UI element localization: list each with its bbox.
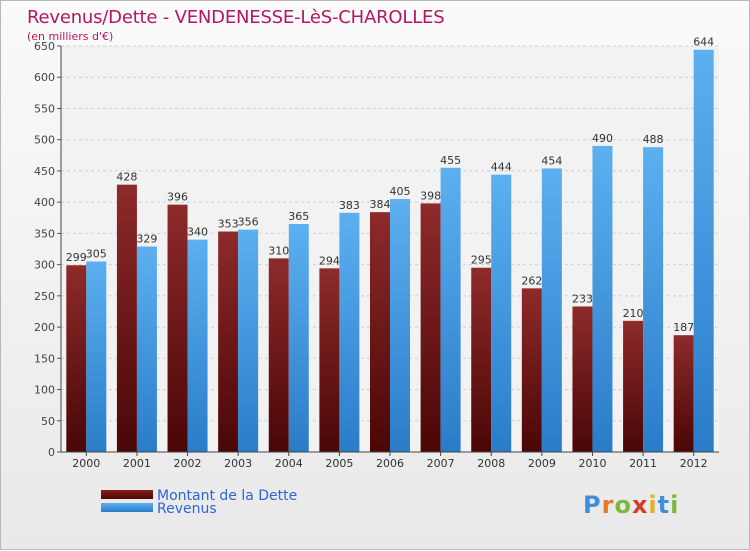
- bar-revenus: [136, 246, 157, 452]
- bar-revenus: [541, 168, 562, 452]
- y-tick-label: 150: [34, 352, 55, 365]
- data-label-revenus: 383: [339, 199, 360, 212]
- bar-dette: [218, 231, 239, 452]
- y-tick-label: 500: [34, 134, 55, 147]
- proxiti-logo: Proxiti: [583, 491, 680, 519]
- x-tick-label: 2001: [123, 457, 151, 470]
- data-label-revenus: 340: [187, 226, 208, 239]
- data-label-revenus: 488: [643, 133, 664, 146]
- x-tick-label: 2009: [528, 457, 556, 470]
- y-tick-label: 200: [34, 321, 55, 334]
- data-label-revenus: 444: [491, 161, 512, 174]
- data-label-dette: 353: [218, 218, 239, 231]
- y-tick-label: 0: [48, 446, 55, 459]
- data-label-dette: 210: [623, 307, 644, 320]
- bar-revenus: [238, 229, 259, 452]
- data-label-dette: 428: [116, 171, 137, 184]
- y-tick-label: 650: [34, 40, 55, 53]
- bar-revenus: [592, 145, 613, 452]
- y-tick-label: 550: [34, 102, 55, 115]
- data-label-dette: 294: [319, 254, 340, 267]
- y-tick-label: 400: [34, 196, 55, 209]
- data-label-revenus: 455: [440, 154, 461, 167]
- bar-revenus: [440, 167, 461, 453]
- bar-dette: [673, 335, 694, 452]
- bar-dette: [116, 184, 137, 452]
- bar-dette: [572, 306, 593, 452]
- bars: [66, 49, 714, 453]
- y-tick-label: 250: [34, 290, 55, 303]
- y-tick-label: 350: [34, 227, 55, 240]
- legend-swatch-dette: [101, 490, 153, 499]
- x-tick-label: 2005: [325, 457, 353, 470]
- x-tick-label: 2006: [376, 457, 404, 470]
- data-label-revenus: 305: [86, 247, 107, 260]
- y-tick-label: 450: [34, 165, 55, 178]
- data-label-dette: 396: [167, 191, 188, 204]
- bar-dette: [319, 268, 340, 452]
- data-label-revenus: 356: [238, 216, 259, 229]
- y-tick-label: 600: [34, 71, 55, 84]
- data-label-dette: 262: [521, 274, 542, 287]
- bar-dette: [370, 212, 390, 452]
- data-label-dette: 398: [420, 189, 441, 202]
- bar-revenus: [86, 261, 107, 452]
- bar-dette: [66, 265, 87, 452]
- bar-revenus: [339, 212, 360, 452]
- data-label-dette: 310: [268, 244, 289, 257]
- x-tick-label: 2007: [427, 457, 455, 470]
- bar-revenus: [693, 49, 714, 453]
- data-label-revenus: 644: [693, 36, 714, 49]
- chart-subtitle: (en milliers d'€): [27, 30, 114, 43]
- bar-revenus: [643, 147, 664, 453]
- data-label-revenus: 365: [288, 210, 309, 223]
- data-label-dette: 384: [370, 198, 391, 211]
- bar-revenus: [390, 199, 410, 452]
- data-label-dette: 187: [673, 321, 694, 334]
- data-label-revenus: 329: [136, 233, 157, 246]
- x-tick-label: 2012: [680, 457, 708, 470]
- chart-title: Revenus/Dette - VENDENESSE-LèS-CHAROLLES: [27, 7, 445, 28]
- axes: 0 50 100 150 200 250 300 350 400 450 500 550 600 650 2…: [34, 40, 719, 470]
- bar-dette: [420, 203, 441, 452]
- y-tick-label: 100: [34, 384, 55, 397]
- legend-label-revenus: Revenus: [157, 501, 217, 517]
- data-label-revenus: 405: [390, 185, 411, 198]
- data-label-dette: 233: [572, 292, 593, 305]
- x-tick-label: 2000: [72, 457, 100, 470]
- x-tick-label: 2010: [578, 457, 606, 470]
- bar-dette: [623, 320, 644, 452]
- x-tick-label: 2008: [477, 457, 505, 470]
- bar-revenus: [288, 224, 309, 452]
- y-tick-label: 300: [34, 259, 55, 272]
- bar-dette: [471, 267, 492, 452]
- data-label-dette: 299: [66, 251, 87, 264]
- legend-label-dette: Montant de la Dette: [157, 488, 298, 504]
- data-label-revenus: 454: [541, 154, 562, 167]
- bar-revenus: [187, 239, 208, 452]
- bar-dette: [268, 258, 289, 452]
- x-tick-label: 2003: [224, 457, 252, 470]
- legend-swatch-revenus: [101, 503, 153, 512]
- x-tick-label: 2004: [275, 457, 303, 470]
- x-tick-label: 2011: [629, 457, 657, 470]
- data-label-revenus: 490: [592, 132, 613, 145]
- x-tick-label: 2002: [174, 457, 202, 470]
- y-tick-label: 50: [41, 415, 55, 428]
- bar-dette: [521, 288, 542, 452]
- data-label-dette: 295: [471, 254, 492, 267]
- bar-revenus: [491, 174, 512, 452]
- bar-dette: [167, 204, 188, 452]
